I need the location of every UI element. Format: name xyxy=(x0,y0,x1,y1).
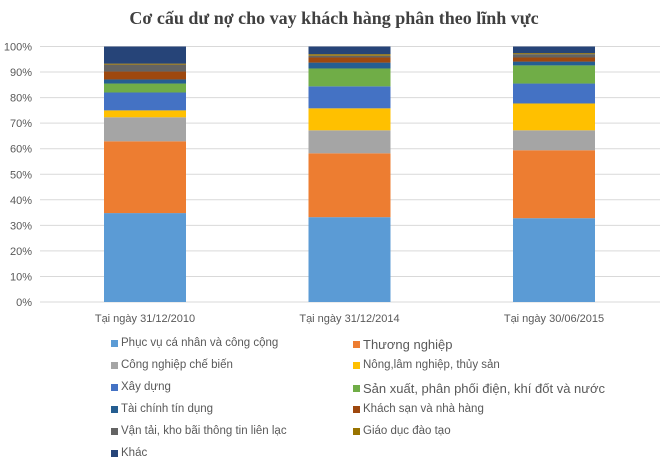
x-tick-label: Tại ngày 31/12/2010 xyxy=(95,313,195,325)
bar-segment xyxy=(308,108,391,131)
bar-segment xyxy=(308,153,391,218)
legend-swatch xyxy=(111,383,118,391)
y-tick-label: 20% xyxy=(10,246,32,258)
y-tick-label: 80% xyxy=(10,93,32,105)
bar-segment xyxy=(513,61,595,66)
bar-segment xyxy=(104,63,186,65)
bar-segment xyxy=(308,86,391,109)
bar-segment xyxy=(513,83,595,104)
bar-segment xyxy=(513,218,595,302)
bar-segment xyxy=(513,65,595,84)
legend-swatch xyxy=(353,361,360,369)
y-tick-label: 50% xyxy=(10,169,32,181)
y-tick-label: 30% xyxy=(10,220,32,232)
legend-item: Xây dựng xyxy=(111,381,171,393)
bar-segment xyxy=(513,57,595,62)
bar-segment xyxy=(513,54,595,58)
legend-item: Phục vụ cá nhân và công cộng xyxy=(111,337,278,349)
bar-segment xyxy=(308,130,391,154)
bar-segment xyxy=(104,71,186,80)
legend-swatch xyxy=(353,427,360,435)
y-tick-label: 0% xyxy=(16,297,32,309)
legend-item: Vận tải, kho bãi thông tin liên lạc xyxy=(111,425,287,437)
bar-segment xyxy=(513,103,595,131)
y-tick-label: 40% xyxy=(10,195,32,207)
legend-label: Thương nghiệp xyxy=(363,337,453,352)
legend-item: Khác xyxy=(111,447,147,459)
legend-item: Giáo dục đào tạo xyxy=(353,425,451,437)
legend-label: Tài chính tín dụng xyxy=(121,403,214,415)
bar-segment xyxy=(308,55,391,58)
legend-label: Sản xuất, phân phối điện, khí đốt và nướ… xyxy=(363,381,605,396)
legend-swatch xyxy=(353,385,360,392)
bar-segment xyxy=(104,110,186,118)
legend-label: Khác xyxy=(121,447,148,459)
legend-label: Công nghiệp chế biến xyxy=(121,359,233,371)
legend-swatch xyxy=(111,361,118,369)
bar-segment xyxy=(104,92,186,111)
legend-swatch xyxy=(111,405,118,413)
y-tick-label: 70% xyxy=(10,118,32,130)
bar-segment xyxy=(308,46,391,55)
legend-swatch xyxy=(353,405,360,413)
legend-item: Tài chính tín dụng xyxy=(111,403,213,415)
legend-swatch xyxy=(111,449,118,457)
legend-item: Nông,lâm nghiệp, thủy sản xyxy=(353,359,500,371)
bar-segment xyxy=(104,141,186,214)
bar-segment xyxy=(104,213,186,302)
x-tick-label: Tại ngày 31/12/2014 xyxy=(299,313,399,325)
legend-item: Khách sạn và nhà hàng xyxy=(353,403,484,415)
y-tick-label: 90% xyxy=(10,67,32,79)
bar-segment xyxy=(104,117,186,142)
legend-label: Vận tải, kho bãi thông tin liên lạc xyxy=(121,425,287,437)
stacked-bar-chart: 0% 10% 20% 30% 40% 50% 60% 70% 80% 90% 100% Tại ngà… xyxy=(4,42,660,325)
y-tick-label: 10% xyxy=(10,271,32,283)
bar-segment xyxy=(308,57,391,63)
x-tick-label: Tại ngày 30/06/2015 xyxy=(504,313,604,325)
bar-segment xyxy=(308,68,391,87)
bar-segment xyxy=(104,83,186,93)
bar-segment xyxy=(513,150,595,219)
legend-label: Khách sạn và nhà hàng xyxy=(363,403,484,415)
bar-segment xyxy=(308,54,391,56)
legend-swatch xyxy=(111,427,118,435)
legend-label: Giáo dục đào tạo xyxy=(363,425,451,437)
bar-segment xyxy=(513,130,595,151)
bar-segment xyxy=(513,46,595,54)
legend-label: Nông,lâm nghiệp, thủy sản xyxy=(363,359,500,371)
legend-swatch xyxy=(111,339,118,347)
legend-item: Sản xuất, phân phối điện, khí đốt và nướ… xyxy=(353,381,605,396)
bar-segment xyxy=(104,79,186,84)
bar-segment xyxy=(104,46,186,64)
legend-label: Phục vụ cá nhân và công cộng xyxy=(121,337,279,349)
y-tick-label: 60% xyxy=(10,144,32,156)
bar-segment xyxy=(104,64,186,72)
legend-label: Xây dựng xyxy=(121,381,171,393)
bar-segment xyxy=(513,53,595,55)
legend-item: Thương nghiệp xyxy=(353,337,453,352)
legend-item: Công nghiệp chế biến xyxy=(111,359,233,371)
y-tick-label: 100% xyxy=(4,42,32,54)
legend-swatch xyxy=(353,341,360,348)
bar-segment xyxy=(308,62,391,69)
chart-title: Cơ cấu dư nợ cho vay khách hàng phân the… xyxy=(129,8,539,28)
bar-segment xyxy=(308,217,391,302)
